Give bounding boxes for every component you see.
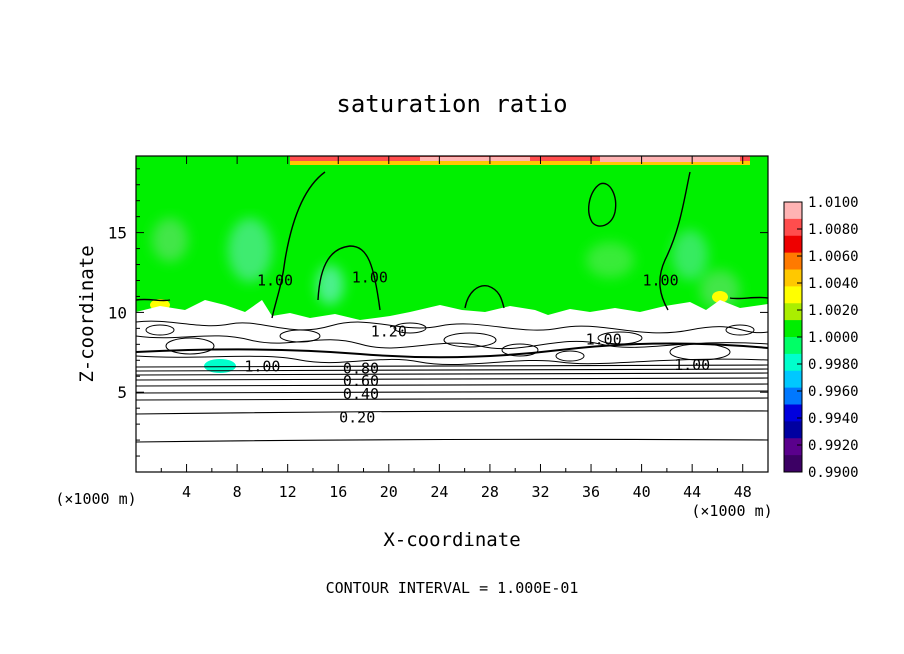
colorbar-label: 0.9920 — [808, 438, 859, 454]
contour-thick — [136, 342, 768, 359]
plot-area — [136, 156, 768, 472]
colorbar-swatch — [784, 286, 802, 304]
x-tick-label: 8 — [233, 483, 242, 501]
top-strip — [290, 156, 750, 165]
contour-label: 1.00 — [674, 356, 710, 374]
x-unit-left: (×1000 m) — [55, 490, 136, 508]
colorbar-label: 0.9940 — [808, 411, 859, 427]
chart-title: saturation ratio — [336, 90, 567, 118]
colorbar-swatch — [784, 235, 802, 254]
colorbar-swatch — [784, 218, 802, 237]
footer-note: CONTOUR INTERVAL = 1.000E-01 — [326, 579, 579, 597]
colorbar-label: 0.9960 — [808, 384, 859, 400]
x-tick-label: 16 — [329, 483, 347, 501]
contour-label: 0.40 — [343, 385, 379, 403]
field-variation — [152, 218, 740, 310]
colorbar-label: 1.0000 — [808, 330, 859, 346]
x-tick-label: 36 — [582, 483, 600, 501]
colorbar-label: 1.0100 — [808, 195, 859, 211]
x-unit-right: (×1000 m) — [691, 502, 772, 520]
contour-label: 1.00 — [244, 358, 280, 376]
colorbar-swatch — [784, 421, 802, 439]
x-tick-label: 4 — [182, 483, 191, 501]
y-axis-label: Z-coordinate — [76, 245, 98, 382]
contour-label: 1.00 — [257, 271, 293, 289]
upper-contours — [136, 171, 768, 319]
y-tick-label: 15 — [108, 224, 127, 243]
y-tick-label: 10 — [108, 303, 127, 322]
x-tick-label: 44 — [683, 483, 701, 501]
colorbar-swatch — [784, 455, 802, 473]
colorbar-swatch — [784, 404, 802, 422]
colorbar-swatch — [784, 303, 802, 321]
colorbar-swatch — [784, 320, 802, 338]
colorbar-label: 0.9980 — [808, 357, 859, 373]
x-axis: 4 8 12 16 20 24 28 32 36 40 44 48 — [160, 156, 752, 501]
colorbar-swatch — [784, 337, 802, 355]
turbulent-contours — [136, 320, 768, 366]
colorbar-label: 1.0040 — [808, 276, 859, 292]
contour-label: 1.00 — [642, 271, 678, 289]
stratified-contours — [136, 364, 768, 443]
x-tick-label: 32 — [531, 483, 549, 501]
colorbar-swatch — [784, 252, 802, 270]
colorbar-label: 0.9900 — [808, 465, 859, 481]
x-axis-label: X-coordinate — [383, 529, 520, 551]
colorbar-swatch — [784, 387, 802, 405]
colorbar-swatch — [784, 353, 802, 372]
contour-label-layer: 0.20 0.400.600.80 1.00 1.00 1.00 1.20 1.00 1.00… — [244, 268, 710, 426]
colorbar-label: 1.0020 — [808, 303, 859, 319]
colorbar-swatch — [784, 438, 802, 456]
x-tick-label: 28 — [481, 483, 499, 501]
x-tick-label: 24 — [430, 483, 448, 501]
contour-label: 1.20 — [371, 323, 407, 341]
plot-frame — [135, 155, 769, 473]
contour-label: 0.20 — [339, 409, 375, 427]
colorbar: 1.0100 1.0080 1.0060 1.0040 1.0020 1.0000 0.99… — [783, 195, 859, 481]
x-tick-label: 20 — [380, 483, 398, 501]
y-axis: 5 10 15 — [108, 168, 768, 457]
colorbar-swatch — [784, 370, 802, 389]
colorbar-swatch — [784, 202, 802, 220]
contour-label: 1.00 — [586, 331, 622, 349]
colorbar-label: 1.0060 — [808, 249, 859, 265]
contour-label: 1.00 — [352, 268, 388, 286]
colorbar-label: 1.0080 — [808, 222, 859, 238]
x-tick-label: 48 — [734, 483, 752, 501]
x-tick-label: 40 — [633, 483, 651, 501]
contour-label: 0.80 — [343, 359, 379, 377]
x-tick-label: 12 — [279, 483, 297, 501]
colorbar-swatch — [784, 269, 802, 287]
y-tick-label: 5 — [117, 383, 127, 402]
contour-label: 0.60 — [343, 372, 379, 390]
